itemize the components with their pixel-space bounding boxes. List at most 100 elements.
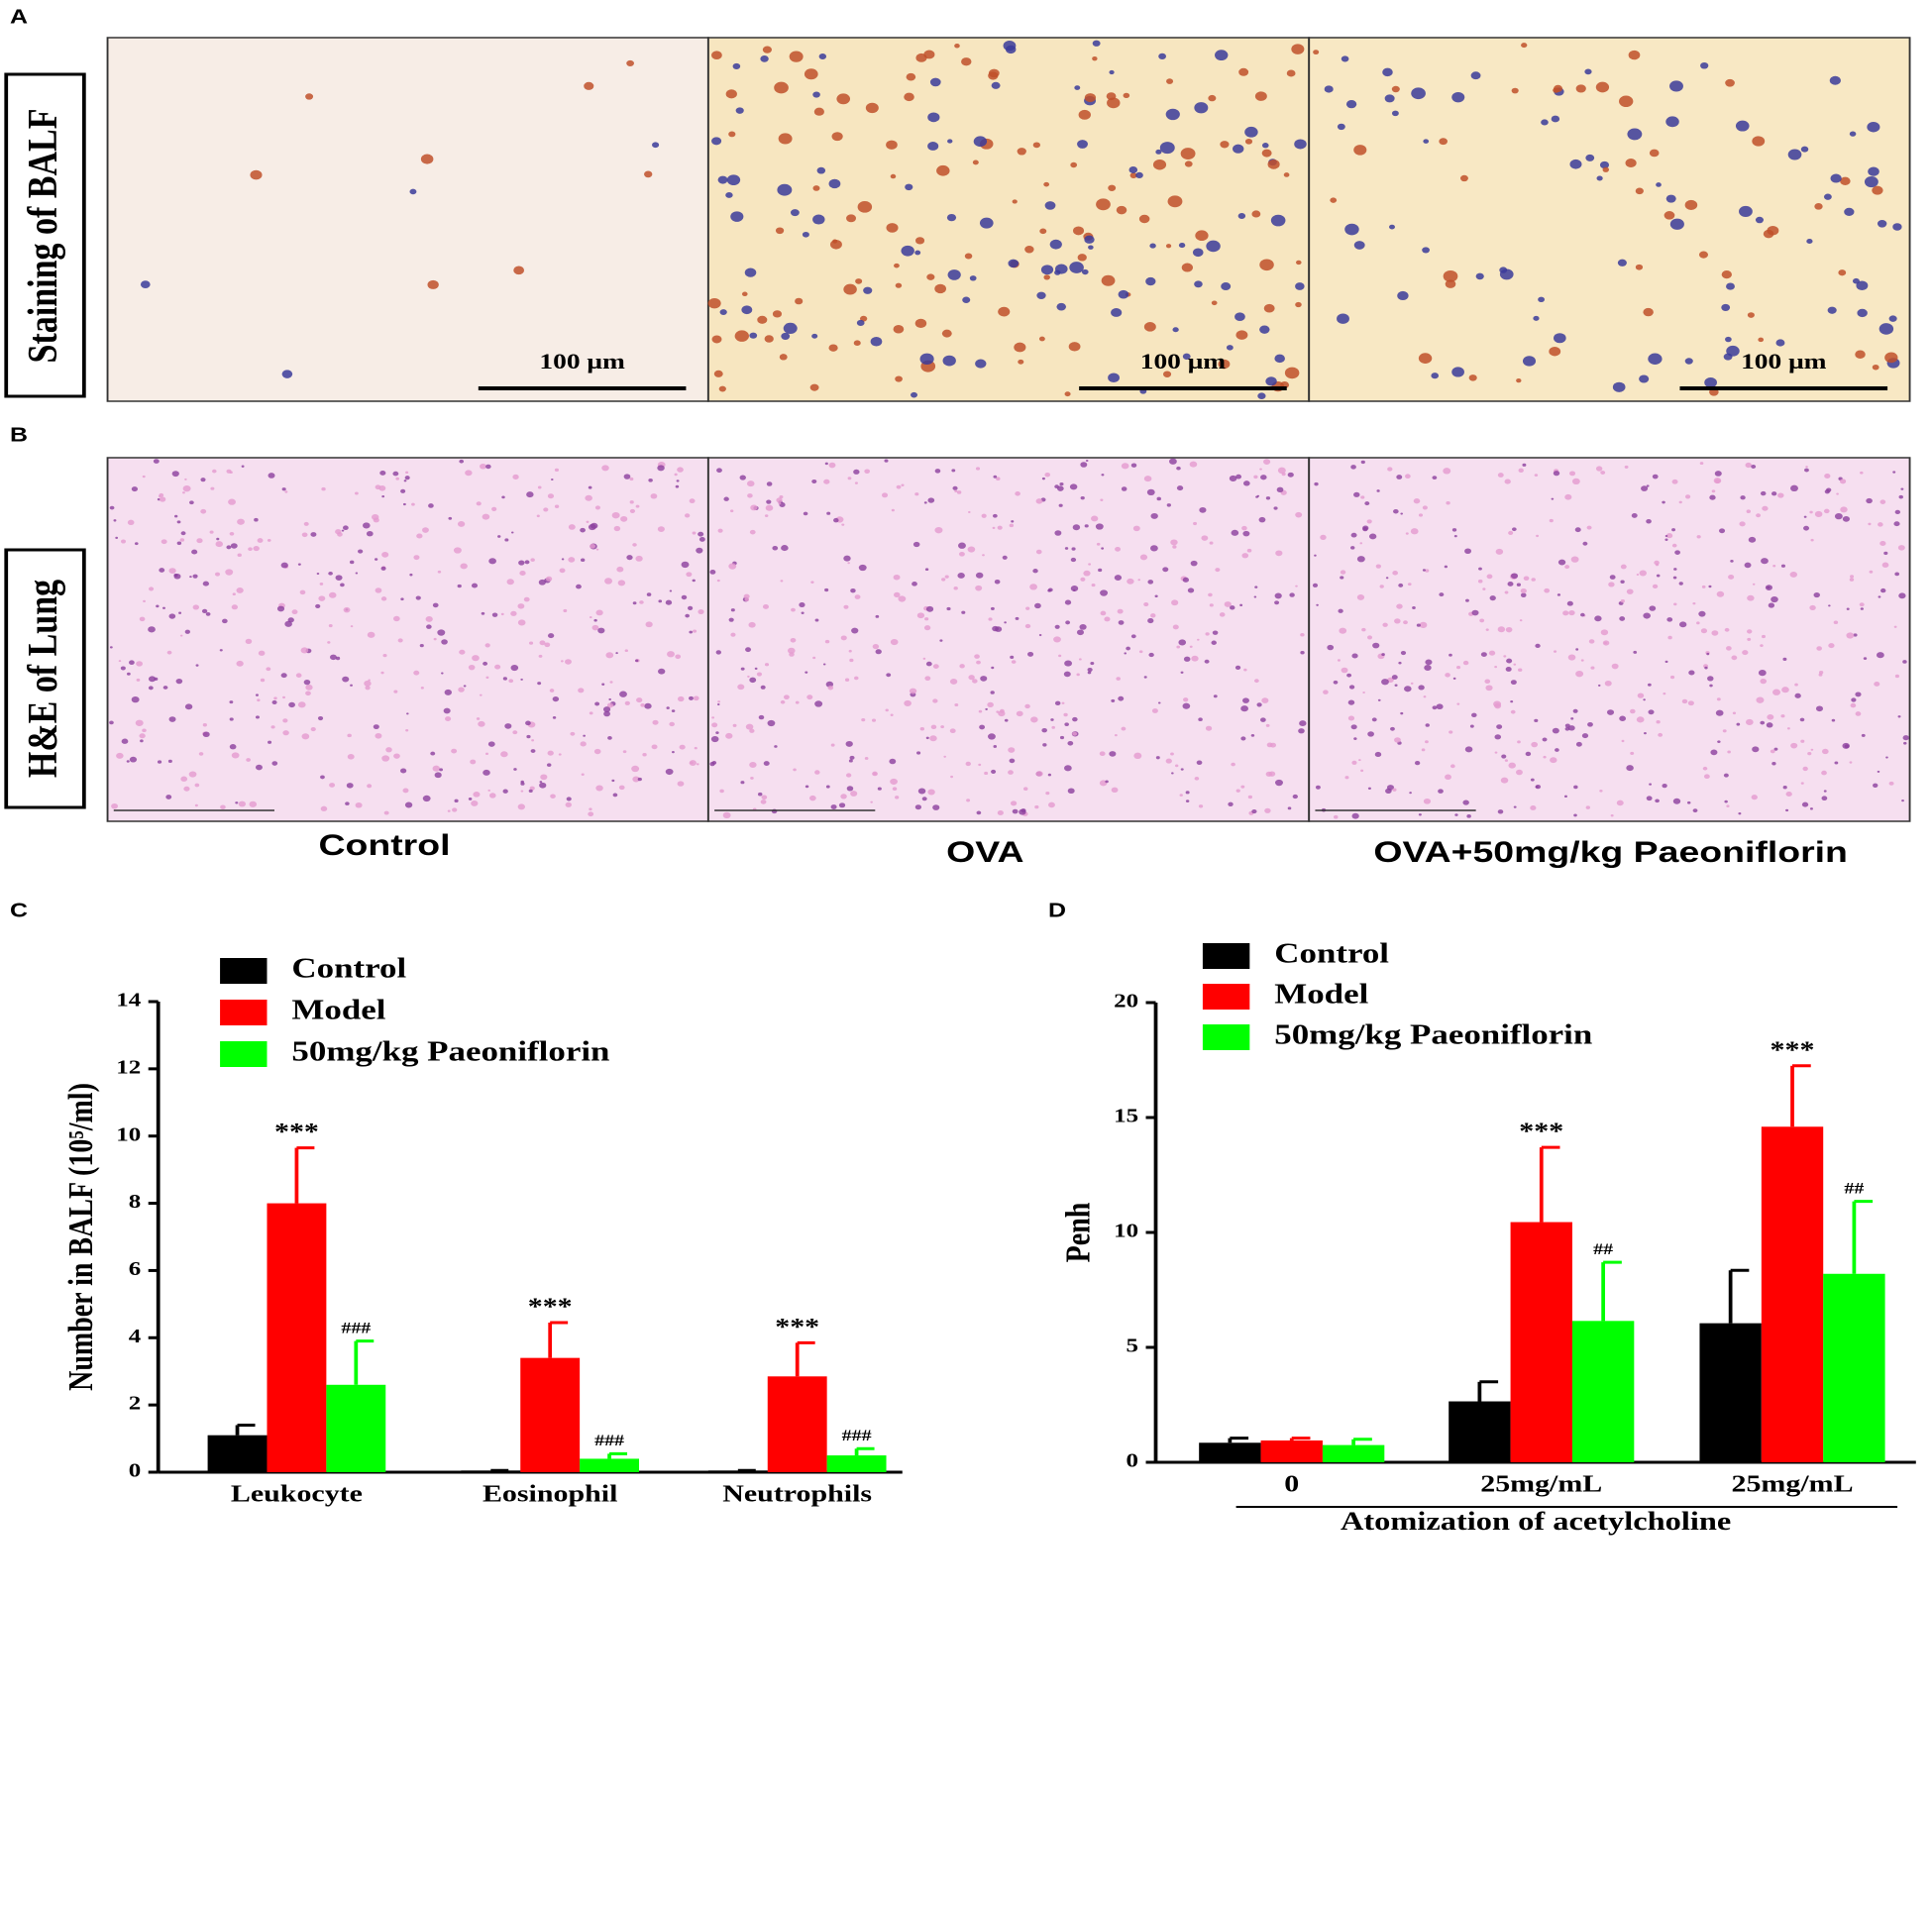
tissue <box>848 759 853 763</box>
tissue <box>1902 660 1907 664</box>
tissue <box>328 624 333 628</box>
tissue <box>1510 680 1517 686</box>
cell <box>732 62 741 69</box>
cell <box>1739 205 1753 217</box>
tissue <box>202 731 210 738</box>
cell <box>1143 322 1156 332</box>
tissue <box>1609 575 1616 580</box>
cell <box>1259 259 1274 271</box>
tissue <box>154 677 159 681</box>
tissue <box>1667 635 1672 640</box>
tissue <box>1444 565 1448 569</box>
tissue <box>749 677 757 684</box>
cell <box>1208 94 1217 102</box>
tissue <box>380 596 387 601</box>
tissue <box>685 613 690 618</box>
cell <box>1155 149 1162 155</box>
y-tick-label: 8 <box>129 1190 141 1212</box>
cell <box>584 81 594 90</box>
cell <box>728 131 736 138</box>
tissue <box>648 479 653 482</box>
tissue <box>1109 751 1117 757</box>
cell <box>1418 353 1433 364</box>
tissue <box>1516 769 1523 776</box>
cell <box>991 81 1001 89</box>
tissue <box>1422 505 1428 510</box>
cell <box>741 305 753 315</box>
cell <box>1270 214 1286 227</box>
tissue <box>1574 527 1581 533</box>
tissue <box>1432 705 1438 710</box>
tissue <box>1072 524 1081 531</box>
cell <box>1643 307 1654 317</box>
cell <box>1165 108 1180 121</box>
tissue <box>730 608 735 612</box>
tissue <box>1347 699 1355 705</box>
tissue <box>258 650 266 656</box>
cell <box>915 53 927 62</box>
tissue <box>895 796 900 800</box>
cell <box>1864 175 1878 188</box>
tissue <box>284 490 288 493</box>
cell <box>1003 41 1017 52</box>
tissue <box>1809 510 1813 514</box>
tissue <box>1240 705 1248 712</box>
tissue <box>1346 673 1352 678</box>
tissue <box>209 530 214 534</box>
tissue <box>1147 618 1154 624</box>
tissue <box>512 730 518 735</box>
tissue <box>1901 800 1904 802</box>
tissue <box>1790 742 1798 749</box>
significance-label: *** <box>775 1314 819 1340</box>
tissue <box>1182 577 1190 583</box>
cell <box>1639 374 1650 383</box>
tissue <box>1287 472 1294 478</box>
tissue <box>1445 673 1450 678</box>
tissue <box>1224 601 1232 607</box>
tissue <box>1590 666 1595 670</box>
tissue <box>1035 771 1043 777</box>
tissue <box>1516 583 1522 587</box>
cell <box>707 297 721 309</box>
tissue <box>1023 787 1028 791</box>
cell <box>1888 315 1897 322</box>
cell <box>1018 359 1024 365</box>
cell <box>1844 207 1855 216</box>
tissue <box>116 752 124 759</box>
tissue <box>611 511 620 519</box>
tissue <box>780 580 784 583</box>
tissue <box>830 804 837 809</box>
cell <box>1884 352 1898 364</box>
tissue <box>136 678 141 682</box>
tissue <box>1004 621 1007 624</box>
cell <box>1775 339 1785 347</box>
tissue <box>1201 535 1209 541</box>
tissue <box>1364 501 1370 506</box>
tissue <box>1581 733 1589 739</box>
cell <box>1261 143 1269 149</box>
tissue <box>1104 616 1111 622</box>
legend-swatch <box>1202 984 1250 1010</box>
tissue <box>1394 684 1398 687</box>
tissue <box>1446 500 1450 505</box>
tissue <box>192 574 198 579</box>
tissue <box>178 611 182 614</box>
tissue <box>1580 659 1584 662</box>
tissue <box>1671 479 1678 484</box>
tissue <box>1562 610 1569 616</box>
tissue <box>1147 580 1154 585</box>
tissue <box>652 719 659 725</box>
bar <box>1823 1273 1885 1462</box>
cell <box>1145 276 1156 286</box>
tissue <box>121 539 127 544</box>
tissue <box>1121 463 1129 470</box>
tissue <box>730 509 734 513</box>
tissue <box>565 801 572 807</box>
tissue <box>766 481 773 486</box>
tissue <box>355 572 359 575</box>
tissue <box>1340 570 1346 575</box>
bar <box>580 1458 640 1472</box>
tissue <box>1900 487 1904 490</box>
tissue <box>1557 559 1566 566</box>
tissue <box>346 783 354 789</box>
